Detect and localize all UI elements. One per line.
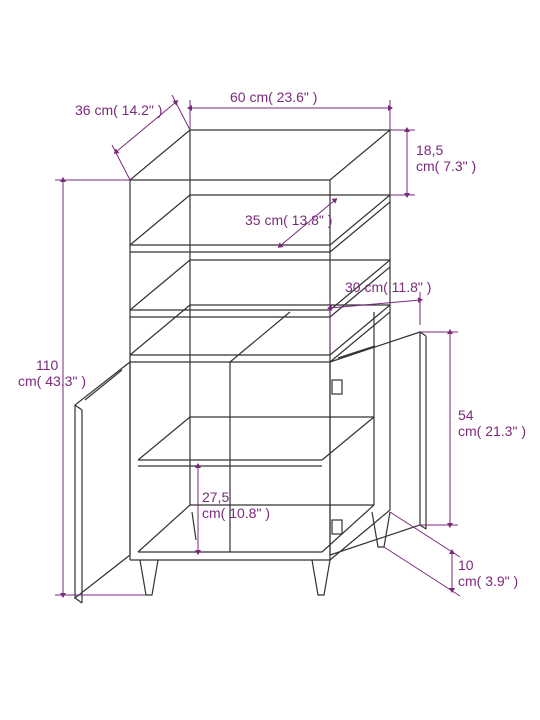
dim-leg-height: 10 cm( 3.9" ) [458, 557, 518, 589]
cabinet-dimension-diagram: 36 cm( 14.2" ) 60 cm( 23.6" ) 18,5 cm( 7… [0, 0, 540, 720]
dim-total-height: 110 cm( 43.3" ) [18, 357, 86, 389]
dim-top-open: 18,5 cm( 7.3" ) [416, 142, 476, 174]
dim-shelf-depth: 35 cm( 13.8" ) [245, 212, 332, 228]
dim-depth: 36 cm( 14.2" ) [75, 102, 162, 118]
dim-inner-shelf: 27,5 cm( 10.8" ) [202, 489, 270, 521]
dimension-annotations: 36 cm( 14.2" ) 60 cm( 23.6" ) 18,5 cm( 7… [18, 89, 526, 596]
cabinet-drawing [75, 130, 426, 603]
dim-door-height: 54 cm( 21.3" ) [458, 407, 526, 439]
dim-width: 60 cm( 23.6" ) [230, 89, 317, 105]
dim-door-width: 30 cm( 11.8" ) [345, 279, 431, 295]
